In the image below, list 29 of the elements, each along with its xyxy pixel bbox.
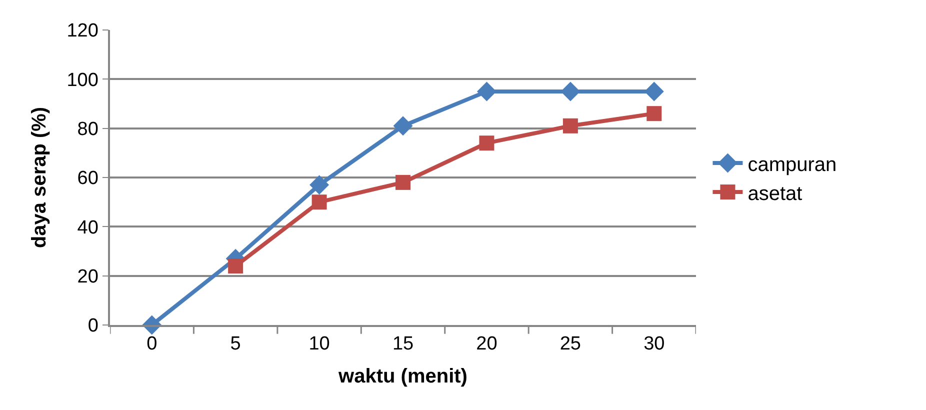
x-tick-label: 25 <box>560 334 581 355</box>
x-tick-label: 10 <box>308 334 330 355</box>
point <box>396 174 410 190</box>
point <box>560 82 580 102</box>
y-tick-label: 40 <box>77 217 98 238</box>
point <box>312 194 327 210</box>
point <box>310 175 330 195</box>
point <box>562 118 578 134</box>
y-tick-label: 60 <box>77 168 98 190</box>
y-tick-label: 0 <box>88 316 98 337</box>
point <box>476 82 496 102</box>
x-tick-label: 0 <box>146 334 158 355</box>
y-tick-label: 20 <box>77 266 98 288</box>
x-tick-label: 15 <box>392 334 414 355</box>
point <box>644 82 664 102</box>
y-tick-label: 120 <box>66 20 98 42</box>
x-tick-label: 20 <box>476 334 498 355</box>
y-axis-title: daya serap (%) <box>28 106 51 248</box>
legend-label: asetat <box>748 182 803 205</box>
point <box>479 136 494 151</box>
point <box>646 106 662 122</box>
y-tick-label: 100 <box>66 70 98 91</box>
point <box>393 116 413 136</box>
point <box>228 258 244 274</box>
x-tick-label: 5 <box>230 334 241 355</box>
x-axis-title: waktu (menit) <box>338 366 468 388</box>
x-tick-label: 30 <box>644 334 665 355</box>
legend-label: campuran <box>748 154 837 176</box>
y-tick-label: 80 <box>77 118 98 140</box>
